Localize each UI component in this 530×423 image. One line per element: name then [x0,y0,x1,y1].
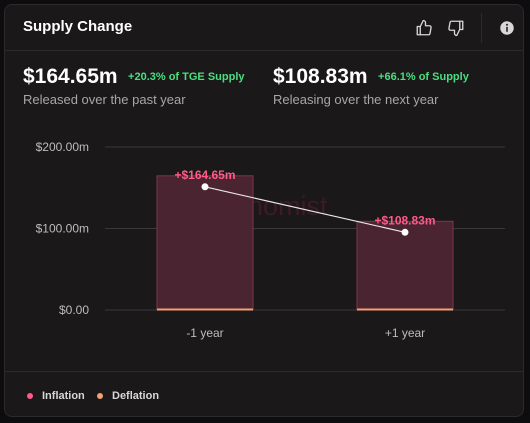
info-icon [500,21,514,35]
legend-label: Inflation [42,390,85,402]
info-button[interactable] [496,17,518,39]
legend-item-inflation[interactable]: Inflation [27,390,85,402]
thumbs-down-button[interactable] [445,17,467,39]
supply-change-card: Supply Change $164.65m +20.3% of TG [4,4,524,417]
thumbs-down-icon [448,20,464,37]
legend-dot-deflation [97,393,103,399]
legend-label: Deflation [112,390,160,402]
supply-change-chart: $0.00$100.00m$200.00m tokenomist -1 year… [36,140,505,340]
x-tick-label: +1 year [385,326,425,340]
thumbs-up-icon [416,19,432,36]
card-header: Supply Change [5,5,523,51]
bar-deflation[interactable] [357,308,453,311]
stat-value: $108.83m [273,65,368,88]
stat-change: +20.3% of TGE Supply [128,71,245,83]
y-tick-label: $0.00 [59,303,89,317]
stat-next-year: $108.83m +66.1% of Supply Releasing over… [273,65,469,107]
stat-change: +66.1% of Supply [378,71,469,83]
data-label: +$108.83m [374,213,435,227]
stat-caption: Released over the past year [23,92,186,107]
data-point[interactable] [401,228,409,236]
legend-dot-inflation [27,393,33,399]
stat-past-year: $164.65m +20.3% of TGE Supply Released o… [23,65,245,107]
stat-value: $164.65m [23,65,118,88]
y-tick-label: $200.00m [36,140,89,154]
data-label: +$164.65m [174,168,235,182]
header-divider [481,13,482,43]
bar-inflation[interactable] [156,175,254,311]
stat-caption: Releasing over the next year [273,92,439,107]
bar-deflation[interactable] [157,308,253,311]
legend-item-deflation[interactable]: Deflation [97,390,159,402]
chart-legend: Inflation Deflation [5,371,523,417]
data-point[interactable] [201,183,209,191]
y-tick-label: $100.00m [36,222,89,236]
thumbs-up-button[interactable] [413,17,435,39]
card-title: Supply Change [23,18,133,35]
supply-connector-line [204,186,406,233]
x-tick-label: -1 year [186,326,223,340]
bar-inflation[interactable] [356,220,454,311]
